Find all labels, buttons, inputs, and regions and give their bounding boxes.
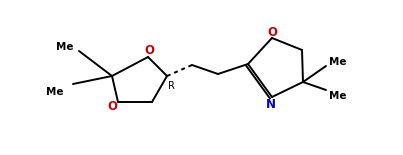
Text: O: O (144, 44, 154, 58)
Text: Me: Me (56, 42, 74, 52)
Text: Me: Me (329, 91, 347, 101)
Text: O: O (107, 100, 117, 113)
Text: O: O (267, 26, 277, 38)
Text: Me: Me (46, 87, 64, 97)
Text: N: N (266, 97, 276, 111)
Text: Me: Me (329, 57, 347, 67)
Text: R: R (168, 81, 174, 91)
